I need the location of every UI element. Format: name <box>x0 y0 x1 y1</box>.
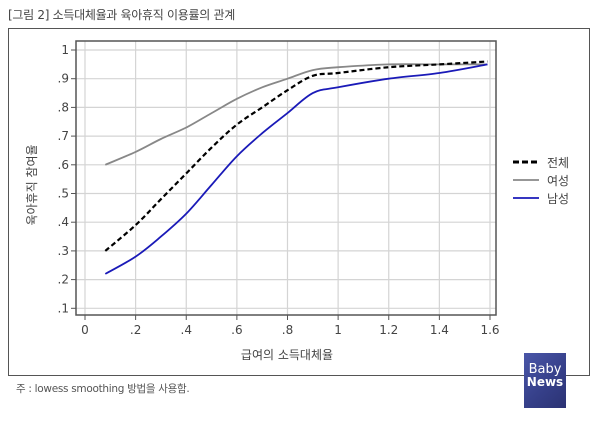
plot-frame <box>75 40 497 316</box>
y-tick-label: .6 <box>58 158 69 172</box>
x-axis-label: 급여의 소득대체율 <box>241 348 333 362</box>
x-tick-label: 1 <box>334 323 342 337</box>
legend-label: 남성 <box>547 192 569 206</box>
y-tick-label: .2 <box>58 273 69 287</box>
x-tick-label: 1.2 <box>379 323 398 337</box>
x-tick-label: 1.4 <box>430 323 449 337</box>
y-tick-label: .9 <box>58 72 69 86</box>
legend-label: 전체 <box>547 156 569 170</box>
footnote: 주 : lowess smoothing 방법을 사용함. <box>16 383 190 395</box>
y-tick-label: .4 <box>58 215 69 229</box>
x-tick-label: 0 <box>81 323 89 337</box>
y-tick-label: .1 <box>58 301 69 315</box>
series-line-female <box>104 63 488 166</box>
y-tick-label: .3 <box>58 244 69 258</box>
x-tick-label: 1.6 <box>480 323 499 337</box>
x-tick-label: .2 <box>130 323 141 337</box>
axis-ticks: 0 .2 .4 .6 .8 1 1.2 1.4 1.6 1 .9 .8 .7 .6 .5 .4 .3 .2 .1 <box>58 43 500 337</box>
y-tick-label: .7 <box>58 129 69 143</box>
x-tick-label: .8 <box>282 323 293 337</box>
series-line-male <box>104 63 488 275</box>
x-tick-label: .6 <box>231 323 242 337</box>
figure-frame <box>8 28 590 376</box>
y-axis-label: 육아휴직 참여율 <box>25 144 39 225</box>
x-tick-label: .4 <box>181 323 192 337</box>
y-tick-label: .5 <box>58 187 69 201</box>
babynews-logo: Baby News <box>524 353 566 408</box>
series-line-total <box>104 60 488 252</box>
gridlines <box>76 41 496 315</box>
legend-label: 여성 <box>547 174 569 188</box>
logo-line2: News <box>526 375 564 389</box>
series-lines <box>104 60 488 275</box>
logo-line1: Baby <box>528 362 562 377</box>
y-tick-label: .8 <box>58 100 69 114</box>
y-tick-label: 1 <box>61 43 69 57</box>
figure-title: [그림 2] 소득대체율과 육아휴직 이용률의 관계 <box>8 8 235 22</box>
